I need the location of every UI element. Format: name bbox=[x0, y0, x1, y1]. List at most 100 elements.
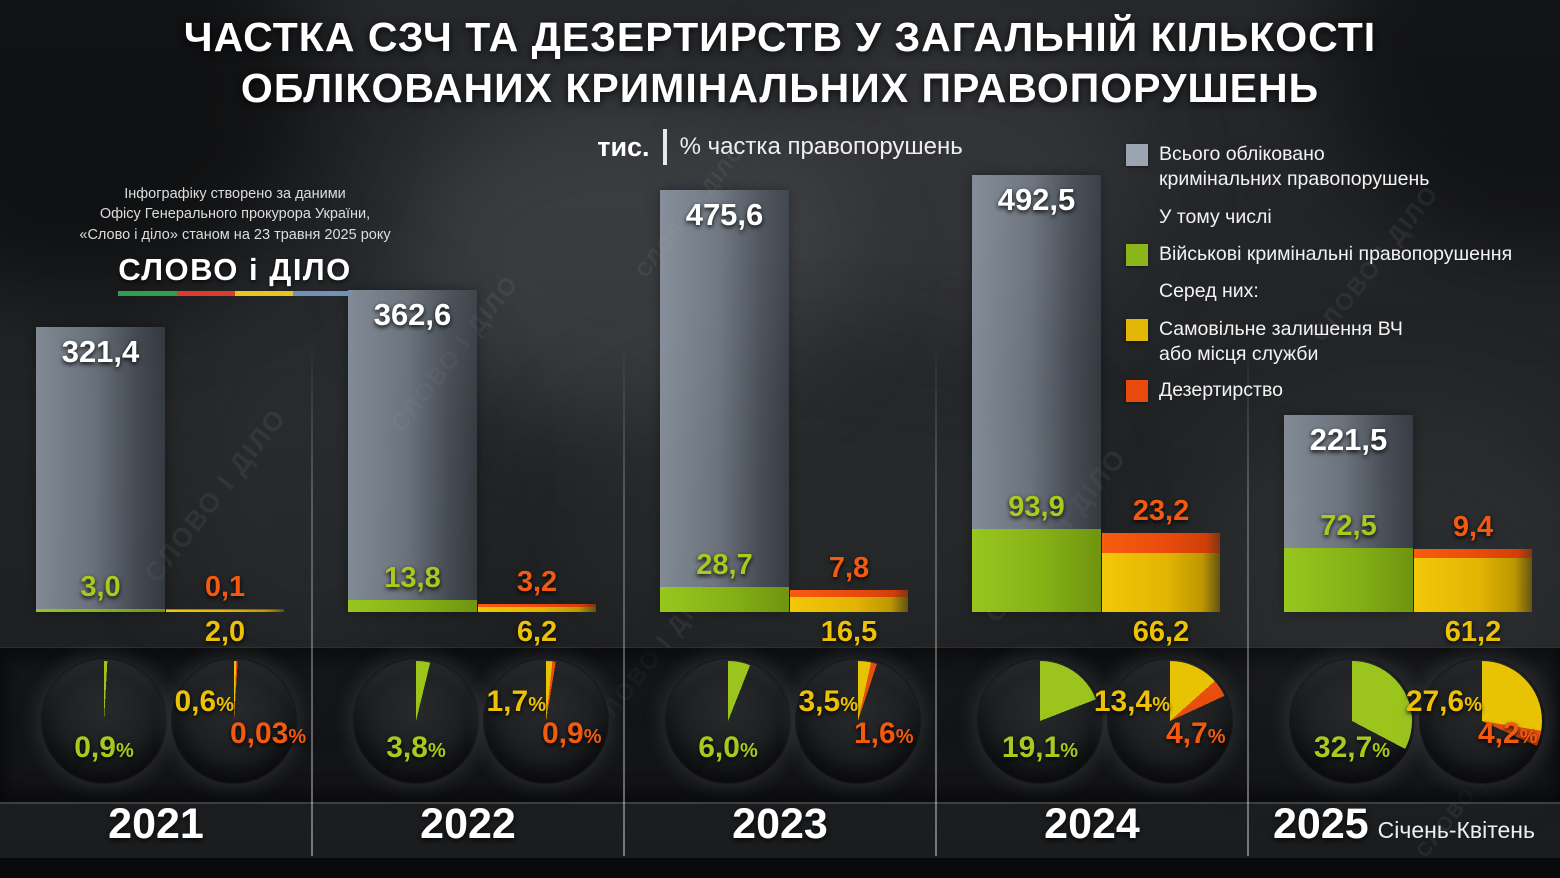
pie-military-slice bbox=[1292, 661, 1412, 781]
year-column-2024: 492,5 93,9 23,2 66,2 19,1% 13,4% 4,7% 2024 bbox=[936, 0, 1248, 878]
szch-bar bbox=[1414, 557, 1532, 612]
military-bar bbox=[660, 586, 789, 612]
year-column-2022: 362,6 13,8 3,2 6,2 3,8% 1,7% 0,9% 2022 bbox=[312, 0, 624, 878]
pie-military: 0,9% bbox=[42, 659, 166, 783]
pie-military-slice bbox=[668, 661, 788, 781]
military-swatch-icon bbox=[1126, 244, 1148, 267]
column-divider bbox=[1247, 340, 1249, 856]
source-text: Інфографіку створено за даними Офісу Ген… bbox=[79, 186, 391, 243]
legend-item-military: Військові кримінальні правопорушення bbox=[1126, 242, 1556, 267]
szch-bar bbox=[478, 606, 596, 612]
pie-szch-desertion-slice bbox=[798, 661, 918, 781]
legend-item-desertion: Дезертирство bbox=[1126, 378, 1556, 403]
pie-military-slice bbox=[980, 661, 1100, 781]
legend-item-total: Всього обліковано кримінальних правопору… bbox=[1126, 142, 1556, 193]
column-divider bbox=[623, 340, 625, 856]
total-bar: 362,6 bbox=[348, 290, 477, 612]
page-title: ЧАСТКА СЗЧ ТА ДЕЗЕРТИРСТВ У ЗАГАЛЬНІЙ КІ… bbox=[183, 14, 1377, 111]
pie-military-label: 0,9% bbox=[74, 731, 134, 764]
legend-label: Самовільне залишення ВЧ або місця служби bbox=[1159, 317, 1403, 366]
pie-szch-label: 1,7% bbox=[486, 685, 546, 718]
footer-bar bbox=[0, 857, 1560, 878]
pie-military: 3,8% bbox=[354, 659, 478, 783]
pie-szch-desertion-slice bbox=[1422, 661, 1542, 781]
military-value: 13,8 bbox=[384, 561, 441, 594]
military-value: 3,0 bbox=[80, 571, 121, 604]
legend-label: Військові кримінальні правопорушення bbox=[1159, 243, 1513, 266]
logo-underline-segment bbox=[293, 290, 352, 296]
szch-bar bbox=[1102, 553, 1220, 612]
total-value: 475,6 bbox=[685, 197, 764, 233]
pie-szch-desertion-slice bbox=[174, 661, 294, 781]
total-value: 362,6 bbox=[373, 297, 452, 333]
total-value: 321,4 bbox=[61, 333, 140, 369]
military-bar bbox=[1284, 547, 1413, 612]
pie-szch-label: 0,6% bbox=[174, 685, 234, 718]
pie-desertion-label: 0,03% bbox=[230, 717, 307, 750]
legend-subhead: У тому числі bbox=[1126, 205, 1556, 230]
pie-szch-desertion: 0,6% 0,03% bbox=[172, 659, 306, 783]
szch-value: 16,5 bbox=[820, 616, 878, 648]
total-value: 221,5 bbox=[1309, 422, 1388, 458]
total-value: 492,5 bbox=[997, 182, 1076, 218]
pie-szch-desertion-slice bbox=[486, 661, 606, 781]
pie-military: 6,0% bbox=[666, 659, 790, 783]
military-value: 72,5 bbox=[1320, 509, 1377, 542]
subtitle: тис. % частка правопорушень bbox=[0, 129, 1560, 165]
military-value: 28,7 bbox=[696, 548, 753, 581]
total-bar: 475,6 bbox=[660, 190, 789, 612]
desertion-bar bbox=[1414, 549, 1532, 558]
year-column-2023: 475,6 28,7 7,8 16,5 6,0% 3,5% 1,6% 2023 bbox=[624, 0, 936, 878]
military-bar bbox=[348, 599, 477, 612]
year-label: 2022 bbox=[420, 800, 516, 848]
pie-military-label: 6,0% bbox=[698, 731, 758, 764]
year-label: 2025 Січень-Квітень bbox=[1273, 800, 1535, 848]
legend-subhead: Серед них: bbox=[1126, 279, 1556, 304]
pie-military-slice bbox=[356, 661, 476, 781]
desertion-value: 23,2 bbox=[1132, 494, 1190, 527]
pie-szch-desertion: 1,7% 0,9% bbox=[484, 659, 608, 783]
pie-military: 32,7% bbox=[1290, 659, 1414, 783]
subtitle-note: % частка правопорушень bbox=[679, 133, 963, 160]
military-bar bbox=[972, 528, 1101, 612]
szch-value: 61,2 bbox=[1444, 616, 1502, 648]
szch-value: 66,2 bbox=[1132, 616, 1190, 648]
year-label: 2021 bbox=[108, 800, 204, 848]
logo-underline-segment bbox=[176, 290, 235, 296]
pie-desertion-label: 1,6% bbox=[854, 717, 914, 750]
total-swatch-icon bbox=[1126, 144, 1148, 166]
szch-value: 6,2 bbox=[516, 616, 558, 648]
year-column-2025: 221,5 72,5 9,4 61,2 32,7% 27,6% 4,2% 2025 Січень… bbox=[1248, 0, 1560, 878]
desertion-value: 0,1 bbox=[204, 570, 246, 603]
year-column-2021: 321,4 3,0 0,1 2,0 0,9% 0,6% 0,03% 2021 bbox=[0, 0, 312, 878]
subtitle-divider bbox=[662, 129, 667, 165]
desertion-value: 9,4 bbox=[1452, 511, 1494, 544]
pie-szch-desertion: 27,6% 4,2% bbox=[1406, 659, 1544, 783]
pie-military-slice bbox=[44, 661, 164, 781]
desertion-bar bbox=[478, 603, 596, 607]
logo-text: СЛОВО і ДІЛО bbox=[118, 251, 352, 287]
legend-label: Дезертирство bbox=[1159, 379, 1283, 402]
pie-desertion-label: 4,7% bbox=[1166, 717, 1226, 750]
military-value: 93,9 bbox=[1008, 490, 1065, 523]
logo-underline-segment bbox=[235, 290, 294, 296]
slovo-i-dilo-logo: СЛОВО і ДІЛО bbox=[118, 252, 352, 296]
unit-label: тис. bbox=[597, 131, 650, 162]
desertion-bar bbox=[790, 590, 908, 598]
desertion-swatch-icon bbox=[1126, 380, 1148, 403]
pie-szch-label: 3,5% bbox=[798, 685, 858, 718]
pie-szch-desertion: 3,5% 1,6% bbox=[796, 659, 920, 783]
legend-item-szch: Самовільне залишення ВЧ або місця служби bbox=[1126, 317, 1556, 368]
military-bar bbox=[36, 609, 165, 612]
pie-desertion-label: 0,9% bbox=[542, 717, 602, 750]
pie-military-label: 19,1% bbox=[1001, 731, 1079, 764]
year-label: 2023 bbox=[732, 800, 828, 848]
logo-underline bbox=[118, 290, 352, 296]
szch-swatch-icon bbox=[1126, 318, 1148, 341]
desertion-bar bbox=[166, 608, 284, 610]
pie-szch-label: 27,6% bbox=[1405, 685, 1482, 718]
szch-value: 2,0 bbox=[204, 616, 246, 648]
pie-szch-desertion: 13,4% 4,7% bbox=[1094, 659, 1232, 783]
